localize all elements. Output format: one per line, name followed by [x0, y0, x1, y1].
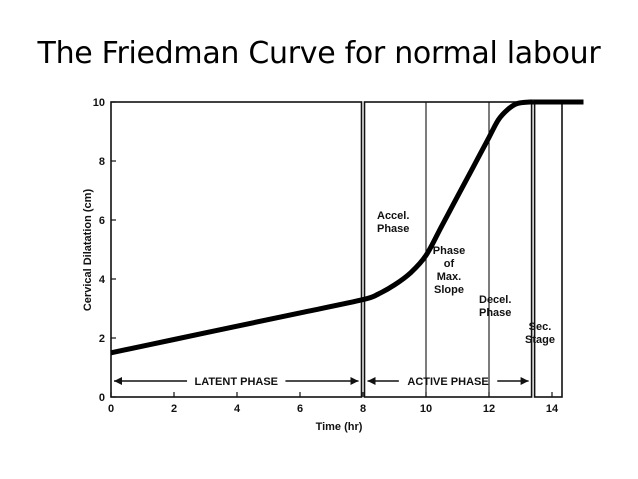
annotation-3: Sec.Stage [525, 321, 555, 346]
x-tick-label: 2 [171, 403, 177, 415]
phase-label: LATENT PHASE [194, 376, 278, 388]
active-frame [363, 101, 533, 398]
y-tick-label: 6 [99, 215, 105, 227]
x-tick-label: 12 [483, 403, 495, 415]
curve-layer [110, 99, 584, 356]
latent-frame [110, 101, 363, 398]
y-tick-label: 2 [99, 333, 105, 345]
arrow-head-left [367, 377, 376, 385]
chart-frames [110, 101, 563, 398]
annotation-2: Decel.Phase [479, 294, 511, 319]
y-ticks: 0 2 4 6 8 10 [93, 97, 116, 404]
phase-arrow-0: LATENT PHASE [114, 376, 359, 388]
annotation-line: of [444, 258, 455, 270]
arrow-head-left [114, 377, 122, 385]
annotation-line: Decel. [479, 294, 511, 306]
annotation-line: Max. [437, 271, 461, 283]
annotation-line: Sec. [529, 321, 552, 333]
annotation-line: Phase [433, 245, 465, 257]
x-tick-label: 6 [297, 403, 303, 415]
arrow-head-right [520, 377, 529, 385]
y-tick-label: 4 [99, 274, 106, 286]
y-tick-label: 10 [93, 97, 105, 109]
slide-title: The Friedman Curve for normal labour [37, 36, 601, 71]
annotation-line: Slope [434, 284, 464, 296]
labor-curve-0 [110, 99, 584, 356]
phase-arrows: LATENT PHASE ACTIVE PHASE [114, 376, 529, 388]
annotations: Accel.PhasePhaseofMax.SlopeDecel.PhaseSe… [377, 210, 555, 346]
annotation-line: Phase [479, 307, 511, 319]
annotation-0: Accel.Phase [377, 210, 409, 235]
y-axis-label: Cervical Dilatation (cm) [82, 189, 94, 312]
phase-label: ACTIVE PHASE [407, 376, 488, 388]
annotation-line: Phase [377, 223, 409, 235]
arrow-head-right [350, 377, 359, 385]
x-tick-label: 0 [108, 403, 114, 415]
phase-arrow-1: ACTIVE PHASE [367, 376, 529, 388]
y-tick-label: 8 [99, 156, 105, 168]
x-axis-label: Time (hr) [316, 421, 363, 433]
x-tick-label: 8 [360, 403, 366, 415]
annotation-line: Accel. [377, 210, 409, 222]
x-tick-label: 10 [420, 403, 432, 415]
x-tick-label: 14 [546, 403, 559, 415]
x-ticks: 0 2 4 6 8 10 12 14 [108, 392, 559, 415]
second-stage-frame [533, 101, 563, 398]
x-tick-label: 4 [234, 403, 241, 415]
y-tick-label: 0 [99, 392, 105, 404]
annotation-line: Stage [525, 334, 555, 346]
phase-dividers [425, 102, 490, 397]
